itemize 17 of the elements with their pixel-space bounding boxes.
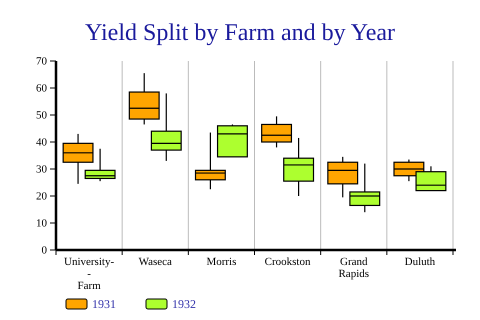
y-tick-label: 60 xyxy=(36,82,48,95)
y-tick-label: 30 xyxy=(36,164,48,176)
y-tick-label: 40 xyxy=(36,136,48,149)
x-tick-label: Grand Rapids xyxy=(338,256,370,280)
legend-label: 1931 xyxy=(92,297,116,311)
y-tick-label: 0 xyxy=(42,244,48,257)
x-tick-label: University- - Farm xyxy=(64,256,114,292)
y-tick-label: 70 xyxy=(36,56,48,68)
chart-title: Yield Split by Farm and by Year xyxy=(85,20,396,46)
x-tick-label: Crookston xyxy=(264,256,311,268)
y-tick-label: 20 xyxy=(36,190,48,203)
legend-label: 1932 xyxy=(172,297,196,311)
y-tick-label: 10 xyxy=(36,218,48,230)
x-tick-label: Morris xyxy=(206,256,236,268)
y-tick-label: 50 xyxy=(36,110,48,122)
x-tick-label: Waseca xyxy=(138,256,172,268)
x-tick-label: Duluth xyxy=(404,256,436,268)
